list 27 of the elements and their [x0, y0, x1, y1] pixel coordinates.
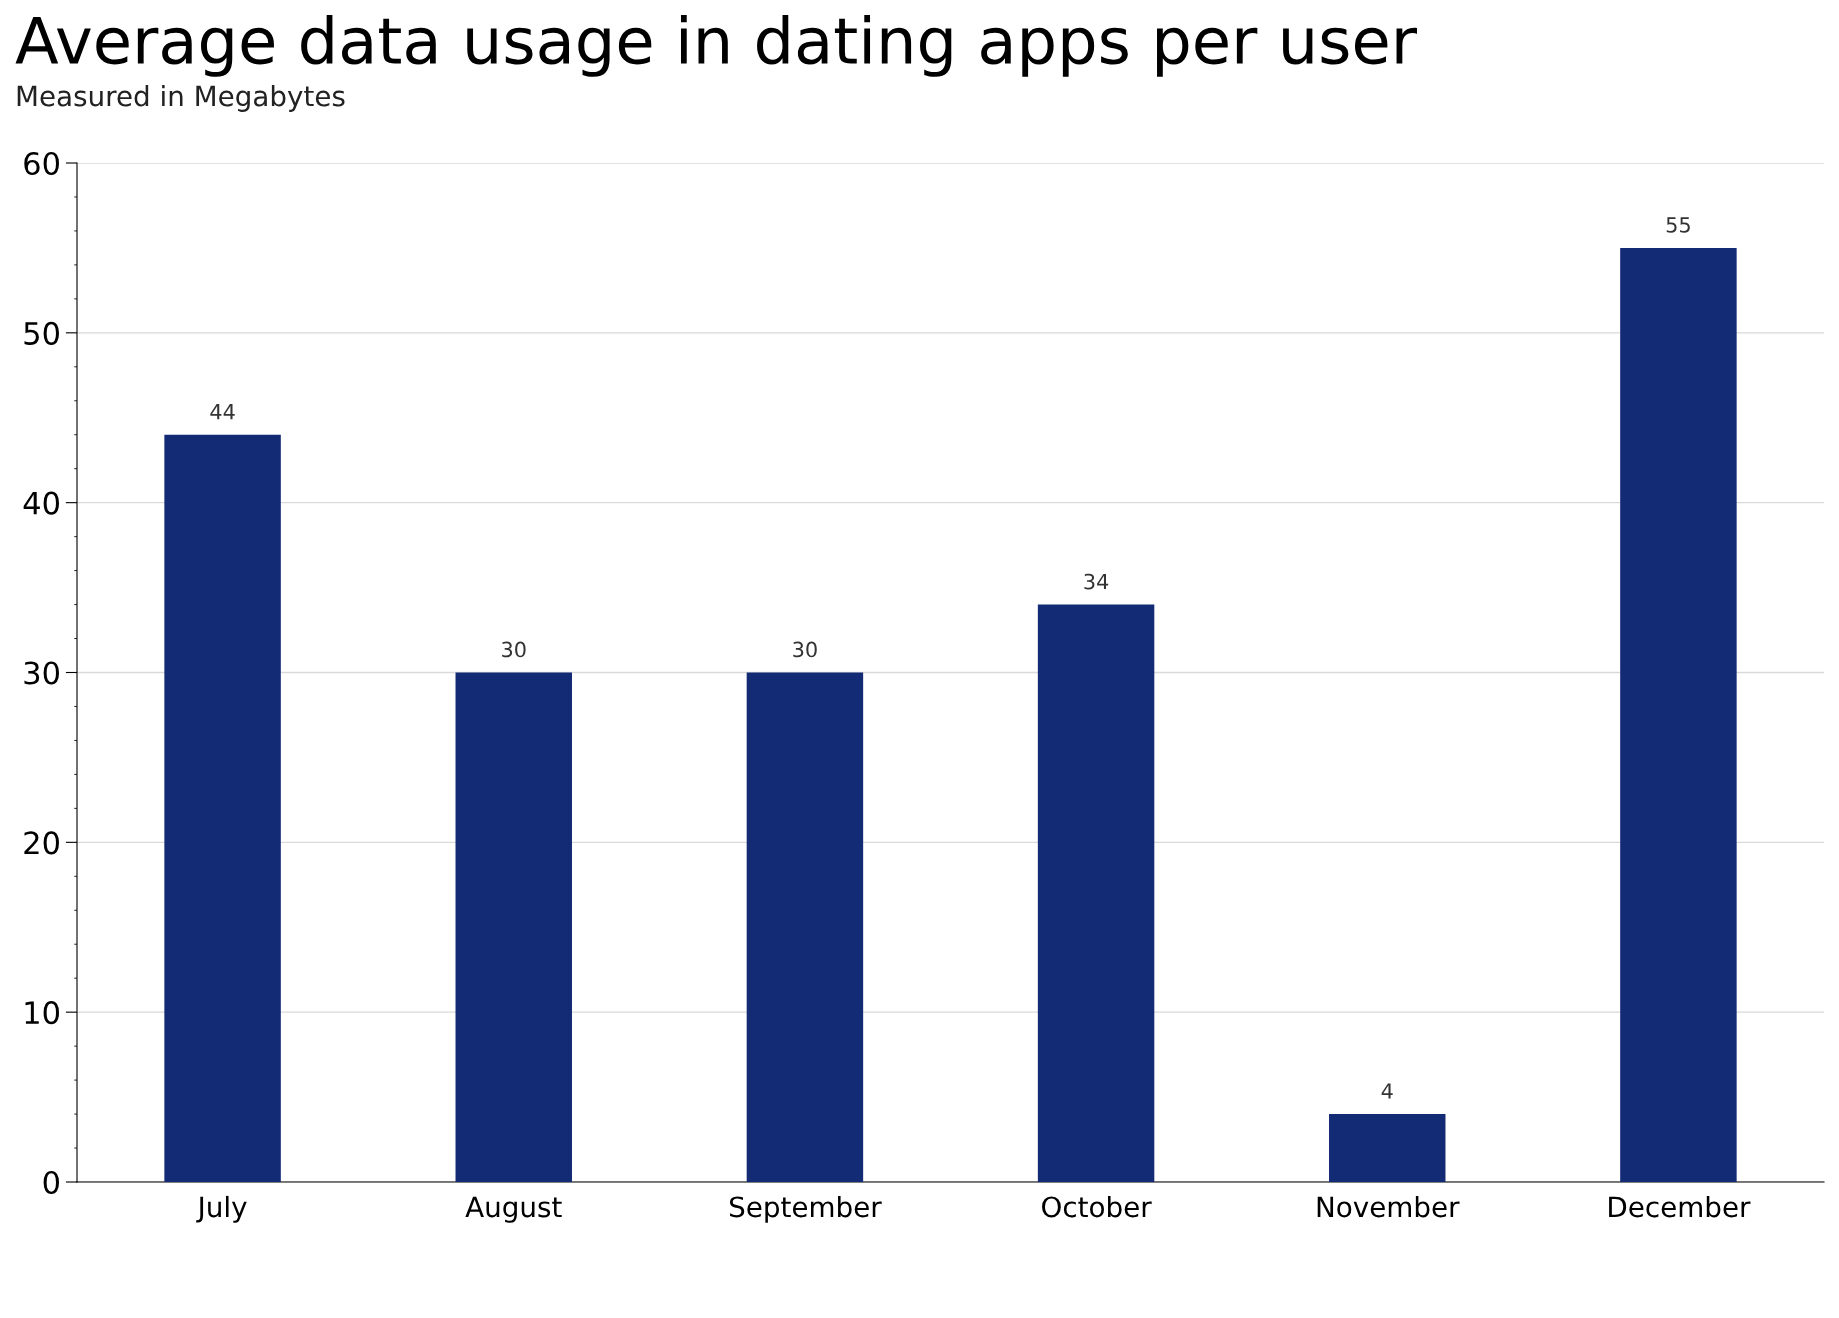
bar: [1037, 604, 1155, 1182]
bar: [164, 434, 281, 1182]
bar: [455, 672, 572, 1182]
data-label: 30: [793, 641, 817, 658]
x-tick-label: July: [196, 1195, 247, 1223]
chart-title: Average data usage in dating apps per user: [15, 15, 1418, 77]
x-tick-label: October: [1042, 1195, 1152, 1218]
x-tick-label: November: [1317, 1195, 1460, 1218]
data-label: 55: [1666, 217, 1690, 233]
y-tick-label: 40: [23, 491, 59, 515]
y-tick-label: 60: [24, 151, 59, 176]
bar: [1620, 247, 1737, 1182]
chart-subtitle: Measured in Megabytes: [17, 85, 345, 112]
bar: [1329, 1114, 1446, 1182]
y-tick-label: 50: [24, 321, 59, 345]
y-tick-label: 10: [25, 1001, 59, 1025]
data-label: 30: [502, 641, 526, 658]
data-label: 34: [1084, 573, 1109, 590]
data-label: 4: [1381, 1083, 1393, 1099]
x-tick-label: December: [1609, 1195, 1751, 1218]
x-tick-label: September: [729, 1195, 882, 1223]
y-tick-label: 20: [24, 831, 59, 855]
y-tick-label: 30: [24, 661, 59, 685]
x-tick-label: August: [465, 1196, 562, 1223]
y-tick-label: 0: [43, 1170, 59, 1195]
bar: [746, 672, 864, 1182]
data-label: 44: [210, 404, 235, 420]
